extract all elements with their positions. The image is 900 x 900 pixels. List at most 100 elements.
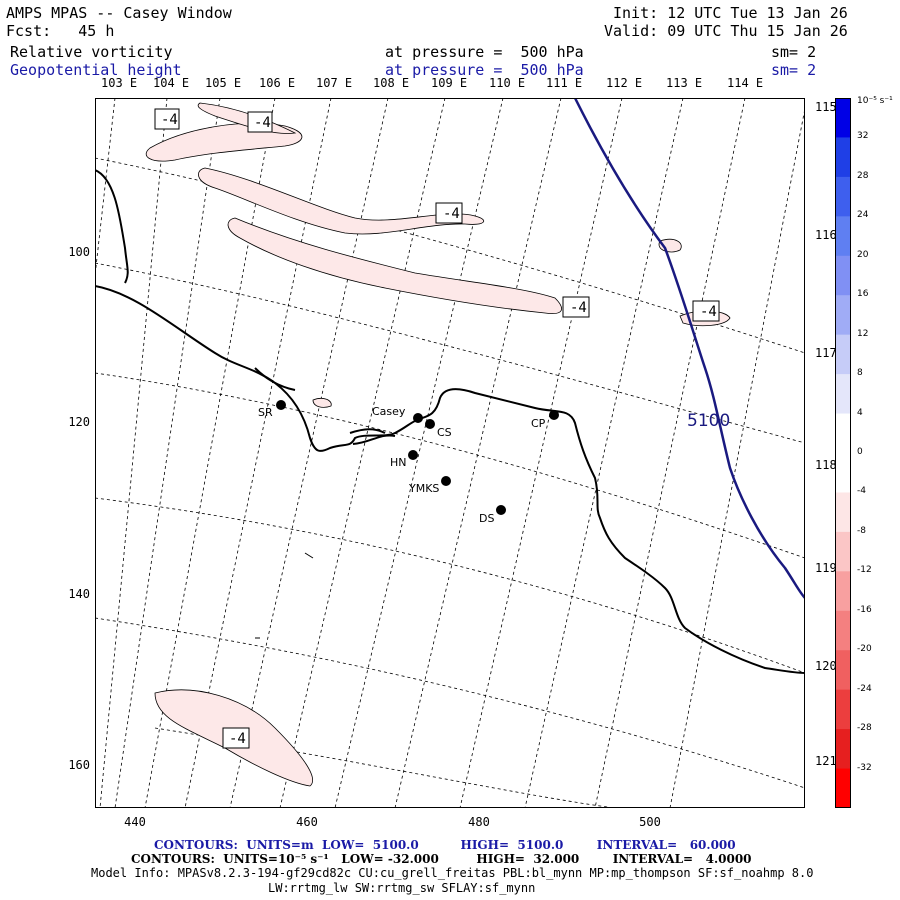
station-label-sr: SR (258, 406, 273, 419)
colorbar-swatch (835, 413, 851, 454)
colorbar-tick: 8 (857, 368, 863, 379)
colorbar-swatch (835, 98, 851, 138)
lon-label: 111 E (546, 76, 583, 90)
colorbar-tick: -8 (857, 525, 866, 536)
x-tick: 440 (124, 815, 146, 829)
coastline-segment (254, 367, 296, 391)
coastline-segment (352, 434, 396, 445)
map-panel[interactable]: -4 -4 -4 -4 -4 -4 5100 SR Casey CS CP HN… (95, 98, 805, 808)
y-tick: 120 (68, 415, 90, 429)
vorticity-label: -4 (700, 304, 717, 320)
colorbar-tick: -28 (857, 723, 872, 734)
lon-label: 110 E (489, 76, 526, 90)
colorbar-frame (835, 98, 851, 808)
lon-label: 103 E (101, 76, 138, 90)
station-dot-casey[interactable] (413, 413, 423, 423)
lon-label: 109 E (431, 76, 468, 90)
field2-level: at pressure = 500 hPa (385, 61, 584, 79)
x-tick: 460 (296, 815, 318, 829)
colorbar-swatch (835, 216, 851, 257)
label-box (247, 111, 273, 133)
field1-smoothing: sm= 2 (771, 43, 817, 61)
vorticity-label: -4 (161, 112, 178, 128)
small-island (304, 552, 314, 559)
vorticity-contour (198, 167, 485, 235)
colorbar-tick: 4 (857, 407, 863, 418)
field2-smoothing: sm= 2 (771, 61, 817, 79)
colorbar-tick: -20 (857, 644, 872, 655)
colorbar-tick: -24 (857, 683, 872, 694)
height-label: 5100 (687, 411, 730, 431)
y-tick: 140 (68, 587, 90, 601)
lon-label: 112 E (606, 76, 643, 90)
station-label-ds: DS (479, 512, 494, 525)
colorbar-tick: 24 (857, 210, 869, 221)
vorticity-contour (312, 398, 332, 408)
footer-model-info-2: LW:rrtmg_lw SW:rrtmg_sw SFLAY:sf_mynn (268, 881, 536, 895)
colorbar-swatch (835, 729, 851, 770)
station-dot-hn[interactable] (408, 450, 418, 460)
lon-label: 104 E (153, 76, 190, 90)
field1-name: Relative vorticity (10, 43, 173, 61)
station-dot-ds[interactable] (496, 505, 506, 515)
label-box (222, 727, 250, 749)
field2-name: Geopotential height (10, 61, 182, 79)
colorbar-swatch (835, 571, 851, 612)
label-box (692, 300, 720, 322)
coastline (95, 169, 805, 674)
colorbar-swatch (835, 295, 851, 336)
vorticity-label: -4 (229, 731, 246, 747)
station-label-casey: Casey (372, 405, 406, 418)
vorticity-label: -4 (570, 300, 587, 316)
colorbar-swatch (835, 610, 851, 651)
colorbar-swatch (835, 176, 851, 217)
y-tick: 160 (68, 758, 90, 772)
station-dot-sr[interactable] (276, 400, 286, 410)
station-label-hn: HN (390, 456, 407, 469)
colorbar-tick: -12 (857, 565, 872, 576)
lon-label: 105 E (205, 76, 242, 90)
label-box (435, 202, 463, 224)
colorbar-swatch (835, 768, 851, 808)
colorbar-tick: -16 (857, 604, 872, 615)
footer-model-info: Model Info: MPASv8.2.3-194-gf29cd82c CU:… (91, 866, 814, 880)
colorbar-swatch (835, 453, 851, 493)
vorticity-contour (145, 122, 303, 162)
height-contour-5100 (573, 98, 805, 599)
station-label-cp: CP (531, 417, 546, 430)
colorbar (835, 98, 851, 808)
label-box (154, 108, 180, 130)
colorbar-tick: 20 (857, 249, 869, 260)
lon-label: 106 E (259, 76, 296, 90)
colorbar-swatch (835, 374, 851, 415)
x-tick: 480 (468, 815, 490, 829)
lon-label: 107 E (316, 76, 353, 90)
lon-label: 114 E (727, 76, 764, 90)
colorbar-tick: -4 (857, 486, 866, 497)
field1-level: at pressure = 500 hPa (385, 43, 584, 61)
lon-label: 113 E (666, 76, 703, 90)
label-box (562, 296, 590, 318)
colorbar-swatch (835, 255, 851, 296)
lon-label: 108 E (373, 76, 410, 90)
station-label-cs: CS (437, 426, 452, 439)
vorticity-label: -4 (443, 206, 460, 222)
coastline-segment (95, 285, 805, 674)
station-dot-cp[interactable] (549, 410, 559, 420)
colorbar-tick: 12 (857, 328, 869, 339)
colorbar-tick: -32 (857, 762, 872, 773)
colorbar-swatch (835, 334, 851, 375)
colorbar-unit: 10⁻⁵ s⁻¹ (857, 96, 893, 106)
station-dot-cs[interactable] (425, 419, 435, 429)
coastline-segment (349, 428, 386, 434)
colorbar-swatch (835, 689, 851, 730)
colorbar-swatch (835, 650, 851, 691)
colorbar-swatch (835, 137, 851, 178)
x-tick: 500 (639, 815, 661, 829)
map-frame (95, 98, 805, 808)
colorbar-tick: 32 (857, 131, 869, 142)
colorbar-swatch (835, 492, 851, 533)
station-label-ymks: YMKS (408, 482, 439, 495)
y-tick: 100 (68, 245, 90, 259)
station-dot-ymks[interactable] (441, 476, 451, 486)
